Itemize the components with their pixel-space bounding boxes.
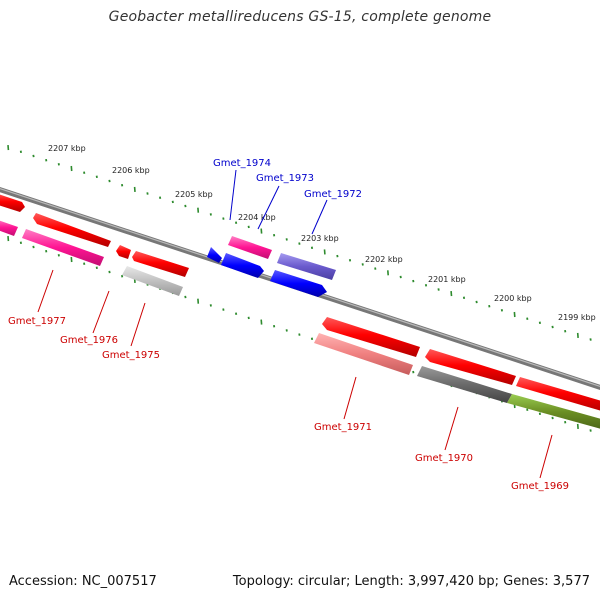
callout-line bbox=[130, 302, 146, 347]
gene-arrow[interactable] bbox=[33, 213, 111, 247]
scale-label-2203: 2203 kbp bbox=[301, 234, 339, 243]
scale-label-2201: 2201 kbp bbox=[428, 275, 466, 284]
gene-arrow[interactable] bbox=[507, 394, 600, 430]
callout-line bbox=[343, 376, 357, 420]
scale-label-2199: 2199 kbp bbox=[558, 313, 596, 322]
scale-label-2205: 2205 kbp bbox=[175, 190, 213, 199]
gene-label[interactable]: Gmet_1976 bbox=[60, 335, 118, 346]
scale-label-2204: 2204 kbp bbox=[238, 213, 276, 222]
gene-label[interactable]: Gmet_1973 bbox=[256, 173, 314, 184]
scale-label-2202: 2202 kbp bbox=[365, 255, 403, 264]
gene-label[interactable]: Gmet_1975 bbox=[102, 350, 160, 361]
gene-arrow[interactable] bbox=[132, 251, 189, 277]
gene-arrow[interactable] bbox=[207, 247, 222, 263]
upper-scale-ticks bbox=[7, 145, 592, 341]
gene-arrow[interactable] bbox=[221, 253, 264, 278]
gene-arrow[interactable] bbox=[22, 229, 104, 266]
gene-arrow[interactable] bbox=[516, 377, 600, 412]
gene-arrow[interactable] bbox=[122, 266, 183, 296]
callout-line bbox=[539, 434, 553, 479]
callout-line bbox=[37, 269, 54, 313]
callout-line bbox=[229, 169, 237, 221]
forward-strand-genes bbox=[0, 193, 600, 412]
gene-label[interactable]: Gmet_1970 bbox=[415, 453, 473, 464]
gene-arrow[interactable] bbox=[228, 236, 272, 259]
gene-arrow[interactable] bbox=[277, 253, 336, 280]
topology-summary: Topology: circular; Length: 3,997,420 bp… bbox=[232, 574, 590, 589]
gene-label[interactable]: Gmet_1972 bbox=[304, 189, 362, 200]
scale-label-2206: 2206 kbp bbox=[112, 166, 150, 175]
gene-arrow[interactable] bbox=[314, 333, 413, 375]
reverse-strand-genes bbox=[0, 219, 600, 430]
gene-arrow[interactable] bbox=[0, 193, 25, 212]
scale-label-2200: 2200 kbp bbox=[494, 294, 532, 303]
gene-arrow[interactable] bbox=[417, 366, 512, 403]
gene-label[interactable]: Gmet_1971 bbox=[314, 422, 372, 433]
gene-arrow[interactable] bbox=[270, 270, 327, 297]
callout-line bbox=[444, 406, 459, 451]
gene-arrow[interactable] bbox=[322, 317, 420, 357]
gene-label[interactable]: Gmet_1977 bbox=[8, 316, 66, 327]
accession-text: Accession: NC_007517 bbox=[9, 574, 157, 589]
map-title: Geobacter metallireducens GS-15, complet… bbox=[108, 9, 492, 25]
gene-arrow[interactable] bbox=[0, 219, 18, 236]
gene-label[interactable]: Gmet_1974 bbox=[213, 158, 271, 169]
callout-line bbox=[311, 199, 328, 235]
callout-line bbox=[92, 290, 110, 334]
gene-arrow[interactable] bbox=[425, 349, 516, 385]
gene-label[interactable]: Gmet_1969 bbox=[511, 481, 569, 492]
scale-label-2207: 2207 kbp bbox=[48, 144, 86, 153]
callout-line bbox=[257, 185, 280, 230]
gene-arrow[interactable] bbox=[116, 245, 131, 259]
